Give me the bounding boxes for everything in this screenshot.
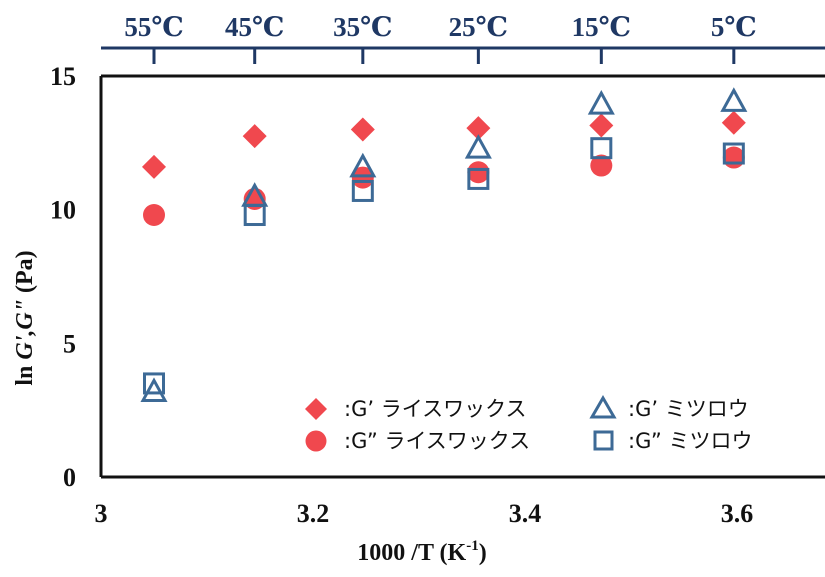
legend: :G’ ライスワックス :G” ライスワックス :G’ ミツロウ :G” ミツロ… bbox=[305, 395, 752, 453]
legend-label-g2-rice-wax: :G” ライスワックス bbox=[344, 429, 530, 453]
top-axis-label: 35℃ bbox=[333, 12, 392, 42]
data-point-circle bbox=[590, 154, 613, 177]
data-point-circle bbox=[722, 146, 745, 169]
data-point-diamond bbox=[350, 117, 375, 142]
legend-marker-triangle bbox=[589, 395, 617, 419]
data-point-square-open bbox=[243, 204, 266, 227]
data-point-square-open bbox=[143, 372, 165, 395]
data-points bbox=[140, 87, 748, 402]
legend-marker-square bbox=[593, 430, 614, 451]
data-point-triangle-open bbox=[720, 87, 748, 112]
x-tick-label: 3 bbox=[95, 499, 108, 528]
x-axis-title: 1000 /T (K-1) bbox=[357, 538, 486, 566]
top-axis-label: 15℃ bbox=[572, 12, 631, 42]
top-axis-ticks bbox=[152, 48, 736, 64]
data-point-square-open bbox=[351, 179, 374, 202]
legend-marker-circle bbox=[305, 430, 327, 452]
x-tick-label: 3.2 bbox=[297, 499, 330, 528]
data-point-triangle-open bbox=[349, 152, 377, 178]
data-point-diamond bbox=[142, 154, 166, 179]
y-tick-label: 5 bbox=[63, 329, 76, 358]
legend-label-g1-beeswax: :G’ ミツロウ bbox=[628, 397, 749, 421]
data-point-triangle-open bbox=[140, 377, 168, 402]
data-point-diamond bbox=[466, 116, 491, 141]
legend-label-g2-beeswax: :G” ミツロウ bbox=[628, 429, 752, 453]
x-tick-label: 3.4 bbox=[509, 499, 542, 528]
top-axis-label: 25℃ bbox=[449, 12, 508, 42]
data-point-square-open bbox=[467, 167, 490, 190]
top-axis-label: 5℃ bbox=[711, 12, 757, 42]
y-tick-label: 0 bbox=[63, 463, 76, 492]
data-point-triangle-open bbox=[464, 134, 492, 159]
data-point-diamond bbox=[721, 110, 746, 135]
y-tick-label: 15 bbox=[50, 62, 76, 91]
data-point-circle bbox=[351, 166, 374, 189]
y-axis-tick-labels: 0 5 10 15 bbox=[50, 62, 76, 492]
top-axis-label: 45℃ bbox=[225, 12, 284, 42]
data-point-triangle-open bbox=[587, 89, 615, 115]
data-point-square-open bbox=[722, 142, 745, 165]
data-point-square-open bbox=[590, 137, 613, 160]
data-point-circle bbox=[467, 161, 490, 184]
y-axis-title: ln G',G" (Pa) bbox=[12, 250, 38, 385]
data-point-diamond bbox=[242, 124, 267, 149]
x-axis-tick-labels: 3 3.2 3.4 3.6 bbox=[95, 499, 754, 528]
top-axis-label: 55℃ bbox=[124, 12, 183, 42]
data-point-diamond bbox=[589, 113, 614, 138]
legend-marker-diamond bbox=[305, 398, 327, 420]
x-tick-label: 3.6 bbox=[721, 499, 754, 528]
top-axis-labels: 55℃ 45℃ 35℃ 25℃ 15℃ 5℃ bbox=[124, 12, 756, 42]
legend-label-g1-rice-wax: :G’ ライスワックス bbox=[344, 397, 526, 421]
y-tick-label: 10 bbox=[50, 196, 76, 225]
data-point-circle bbox=[143, 204, 165, 227]
